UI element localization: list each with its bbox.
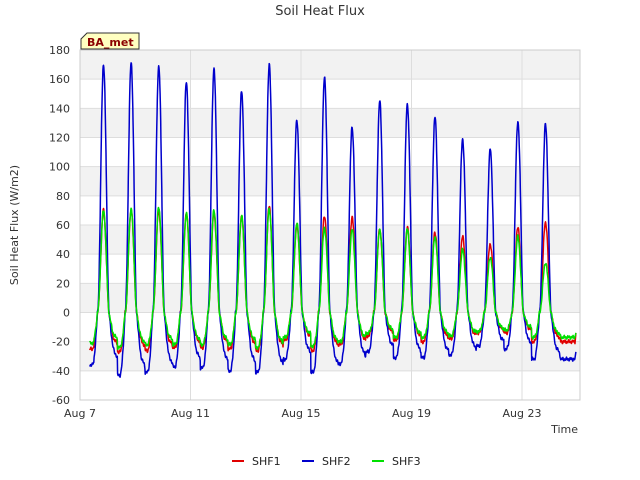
y-tick-label: 100 xyxy=(49,161,70,174)
y-tick-label: 0 xyxy=(63,307,70,320)
y-tick-label: -20 xyxy=(52,336,70,349)
site-badge: BA_met xyxy=(80,32,140,50)
background-band xyxy=(80,166,580,196)
legend-label-shf2: SHF2 xyxy=(322,455,351,468)
x-tick-label: Aug 19 xyxy=(392,407,431,420)
series-layer xyxy=(88,62,577,378)
y-tick-label: 20 xyxy=(56,277,70,290)
background-band xyxy=(80,50,580,80)
x-tick-label: Aug 7 xyxy=(64,407,96,420)
plot-area-frame xyxy=(79,49,581,401)
chart-title: Soil Heat Flux xyxy=(275,4,365,19)
legend-label-shf1: SHF1 xyxy=(252,455,281,468)
x-axis-label: Time xyxy=(550,423,578,436)
y-tick-label: 180 xyxy=(49,44,70,57)
y-tick-label: -60 xyxy=(52,394,70,407)
legend-label-shf3: SHF3 xyxy=(392,455,421,468)
x-tick-label: Aug 11 xyxy=(171,407,210,420)
y-tick-label: 120 xyxy=(49,132,70,145)
y-axis-ticks: -60 -40 -20 0 20 40 60 80 100 120 140 160 180 xyxy=(49,44,70,407)
plot-background-bands xyxy=(80,50,580,371)
x-tick-label: Aug 15 xyxy=(282,407,321,420)
y-tick-label: 60 xyxy=(56,219,70,232)
y-tick-label: 160 xyxy=(49,73,70,86)
y-tick-label: 40 xyxy=(56,248,70,261)
background-band xyxy=(80,108,580,138)
x-tick-label: Aug 23 xyxy=(502,407,541,420)
site-badge-label: BA_met xyxy=(87,36,134,49)
legend: SHF1 SHF2 SHF3 xyxy=(232,455,421,468)
y-tick-label: 140 xyxy=(49,102,70,115)
series-line-shf2 xyxy=(89,62,577,378)
background-band xyxy=(80,341,580,371)
y-tick-label: -40 xyxy=(52,365,70,378)
y-tick-label: 80 xyxy=(56,190,70,203)
x-axis-ticks: Aug 7 Aug 11 Aug 15 Aug 19 Aug 23 xyxy=(64,407,541,420)
series-line-shf3 xyxy=(89,206,577,351)
y-axis-label: Soil Heat Flux (W/m2) xyxy=(8,165,21,285)
